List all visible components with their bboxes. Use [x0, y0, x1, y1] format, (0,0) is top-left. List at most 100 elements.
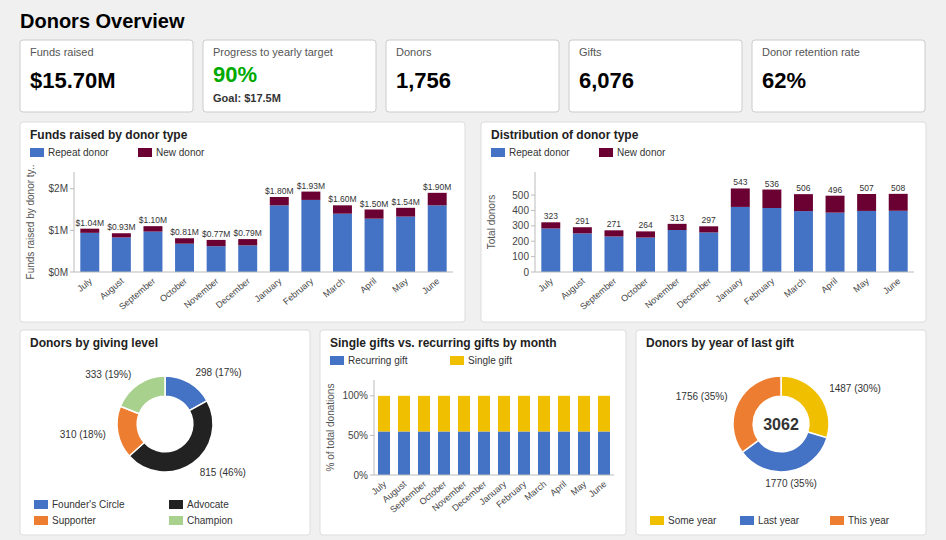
donut-chart: Donors by year of last gift1487 (30%)177… — [636, 330, 926, 535]
bar — [636, 238, 655, 272]
bar — [578, 396, 590, 432]
data-label: 1756 (35%) — [676, 391, 728, 402]
legend-swatch — [34, 516, 48, 525]
card-subtitle: Goal: $17.5M — [213, 92, 281, 104]
bar — [826, 213, 845, 272]
bar-chart: Funds raised by donor typeRepeat donorNe… — [20, 122, 465, 322]
bar — [699, 232, 718, 272]
bar — [175, 244, 194, 272]
legend-swatch — [169, 500, 183, 509]
x-tick-label: June — [587, 479, 608, 499]
legend-swatch — [740, 516, 754, 525]
bar-chart: Single gifts vs. recurring gifts by mont… — [320, 330, 626, 535]
bar — [699, 226, 718, 232]
chart-title: Funds raised by donor type — [30, 128, 188, 142]
total-label: 264 — [638, 220, 652, 230]
bar — [428, 193, 447, 206]
legend-entry: Founder's Circle — [52, 499, 125, 510]
x-tick-label: August — [98, 276, 126, 302]
card-label: Gifts — [579, 46, 602, 58]
bar — [538, 431, 550, 475]
total-label: $1.60M — [328, 194, 356, 204]
chart-title: Distribution of donor type — [491, 128, 639, 142]
y-tick — [531, 256, 535, 257]
card-background — [20, 40, 193, 112]
x-tick-label: April — [548, 479, 568, 498]
x-tick-label: February — [742, 276, 776, 307]
legend-swatch — [599, 148, 613, 157]
legend-swatch — [491, 148, 505, 157]
card-label: Donors — [396, 46, 432, 58]
card-label: Donor retention rate — [762, 46, 860, 58]
bar — [378, 431, 390, 475]
bar — [378, 396, 390, 432]
bar — [396, 217, 415, 272]
x-tick-label: September — [578, 276, 618, 312]
x-tick-label: April — [358, 276, 378, 295]
bar — [270, 197, 289, 205]
total-label: $0.93M — [107, 222, 135, 232]
legend-entry: Recurring gift — [348, 355, 408, 366]
x-tick-label: April — [819, 276, 839, 295]
y-tick-label: $1M — [49, 225, 68, 236]
card-value: 90% — [213, 62, 257, 87]
bar — [80, 233, 99, 272]
legend-swatch — [650, 516, 664, 525]
bar — [573, 233, 592, 272]
kpi-card: Gifts6,076 — [569, 40, 742, 112]
bar — [398, 396, 410, 432]
panel-background — [320, 330, 626, 535]
total-label: 271 — [607, 219, 621, 229]
legend-entry: Some year — [668, 515, 717, 526]
dashboard: Donors OverviewFunds raised$15.70MProgre… — [0, 0, 946, 540]
x-tick-label: June — [881, 276, 902, 296]
bar — [438, 431, 450, 475]
bar — [573, 227, 592, 233]
y-tick-label: 100% — [342, 390, 368, 401]
kpi-card: Donors1,756 — [386, 40, 559, 112]
bar — [207, 246, 226, 272]
bar — [668, 224, 687, 230]
legend-entry: Repeat donor — [509, 147, 570, 158]
kpi-card: Progress to yearly target90%Goal: $17.5M — [203, 40, 376, 112]
legend-entry: Last year — [758, 515, 800, 526]
x-tick-label: March — [523, 479, 549, 503]
bar — [112, 237, 131, 272]
card-background — [203, 40, 376, 112]
legend-swatch — [30, 148, 44, 157]
bar — [112, 233, 131, 237]
bar — [333, 214, 352, 272]
legend-swatch — [450, 356, 464, 365]
total-label: 508 — [891, 183, 905, 193]
bar — [498, 431, 510, 475]
page-title: Donors Overview — [20, 10, 185, 32]
total-label: 313 — [670, 213, 684, 223]
y-tick-label: 100 — [512, 251, 529, 262]
data-label: 1770 (35%) — [765, 478, 817, 489]
panel-background — [636, 330, 926, 535]
bar-chart: Distribution of donor typeRepeat donorNe… — [481, 122, 926, 322]
bar — [398, 431, 410, 475]
center-label: 3062 — [763, 416, 799, 433]
total-label: $1.90M — [423, 182, 451, 192]
bar — [762, 190, 781, 208]
card-value: 62% — [762, 68, 806, 93]
legend-entry: Repeat donor — [48, 147, 109, 158]
total-label: 496 — [828, 185, 842, 195]
total-label: 507 — [860, 183, 874, 193]
y-tick-label: 300 — [512, 220, 529, 231]
y-tick-label: 500 — [512, 190, 529, 201]
bar — [418, 431, 430, 475]
y-tick-label: 0 — [523, 267, 529, 278]
bar — [428, 205, 447, 272]
legend-entry: Champion — [187, 515, 233, 526]
x-tick-label: December — [675, 276, 713, 310]
bar — [518, 396, 530, 432]
panel-background — [20, 122, 465, 322]
total-label: 506 — [796, 183, 810, 193]
total-label: $1.10M — [139, 215, 167, 225]
x-tick-label: March — [782, 276, 808, 300]
legend-entry: Advocate — [187, 499, 229, 510]
data-label: 298 (17%) — [195, 367, 241, 378]
bar — [365, 210, 384, 219]
